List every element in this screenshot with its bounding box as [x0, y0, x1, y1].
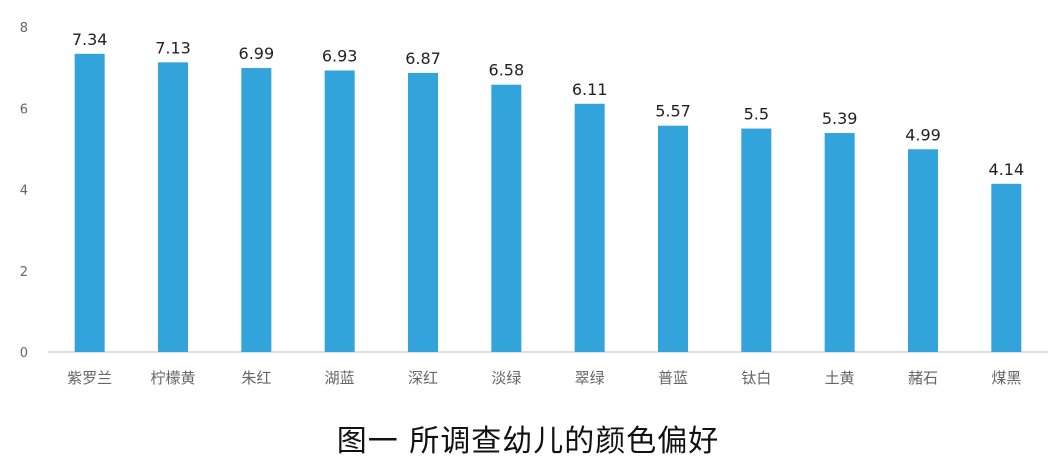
bar: [491, 84, 522, 352]
bar-value-label: 6.58: [489, 61, 525, 80]
bar-value-label: 7.34: [72, 30, 108, 49]
bar-value-label: 6.87: [405, 49, 441, 68]
bar-value-label: 7.13: [155, 38, 191, 57]
bars: [74, 53, 1022, 352]
bar: [574, 103, 605, 352]
y-tick-label: 0: [20, 346, 28, 361]
bar: [324, 70, 355, 352]
x-tick-label: 朱红: [241, 369, 271, 387]
x-tick-label: 煤黑: [991, 369, 1021, 387]
y-tick-label: 8: [20, 21, 28, 36]
value-labels: 7.34 7.13 6.99 6.93 6.87 6.58 6.11 5.57 5.5 5.39 4…: [72, 30, 1024, 179]
bar-chart: 0 2 4 6 8 7.34 7.13 6.99 6.93 6.87 6.58 6.11 5.57 5.…: [20, 21, 1048, 387]
y-tick-label: 6: [20, 102, 28, 117]
x-tick-label: 紫罗兰: [67, 369, 112, 387]
x-tick-label: 深红: [408, 369, 438, 387]
bar-value-label: 5.39: [822, 109, 858, 128]
bar: [991, 183, 1022, 352]
y-axis-ticks: 0 2 4 6 8: [20, 21, 28, 361]
x-tick-label: 翠绿: [575, 369, 605, 387]
bar: [408, 72, 438, 352]
bar-value-label: 6.11: [572, 80, 608, 99]
bar-value-label: 4.14: [989, 160, 1025, 179]
bar: [658, 125, 688, 352]
bar: [824, 133, 855, 352]
bar-value-label: 4.99: [905, 125, 941, 144]
x-tick-label: 赭石: [908, 369, 938, 387]
x-tick-label: 土黄: [825, 369, 855, 387]
bar: [241, 68, 272, 352]
x-axis-tick-labels: 紫罗兰 柠檬黄 朱红 湖蓝 深红 淡绿 翠绿 普蓝 钛白 土黄 赭石 煤黑: [67, 369, 1021, 387]
bar: [908, 149, 938, 352]
bar: [158, 62, 188, 352]
x-tick-label: 钛白: [741, 369, 771, 387]
bar: [74, 53, 105, 352]
y-tick-label: 4: [20, 184, 28, 199]
x-tick-label: 普蓝: [658, 369, 688, 387]
y-tick-label: 2: [20, 265, 28, 280]
bar-value-label: 5.57: [655, 102, 691, 121]
chart-caption: 图一 所调查幼儿的颜色偏好: [336, 424, 720, 459]
x-tick-label: 柠檬黄: [150, 369, 195, 387]
x-tick-label: 淡绿: [491, 369, 521, 387]
bar: [741, 128, 772, 352]
bar-value-label: 6.99: [239, 44, 275, 63]
bar-value-label: 5.5: [744, 105, 769, 124]
bar-value-label: 6.93: [322, 46, 358, 65]
x-tick-label: 湖蓝: [325, 369, 355, 387]
